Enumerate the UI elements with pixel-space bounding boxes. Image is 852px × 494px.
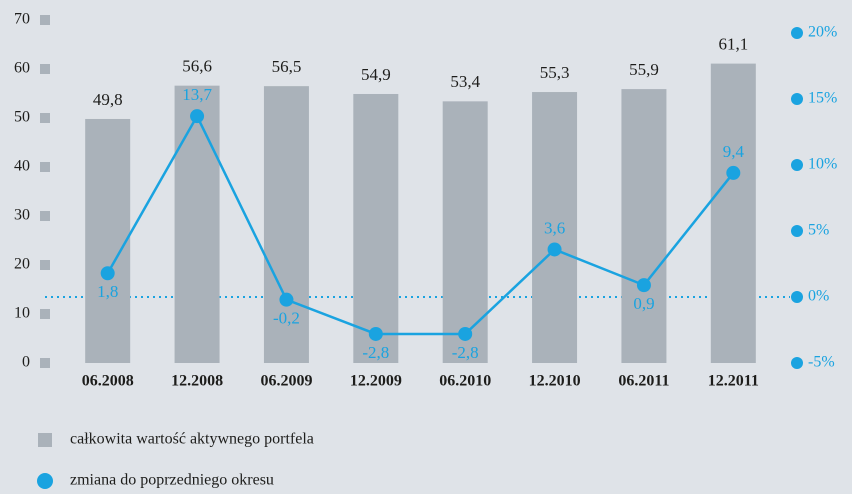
change-point [100,266,115,281]
bar-value-label: 54,9 [361,65,391,84]
bar-value-label: 49,8 [93,90,123,109]
bar [353,93,399,364]
y2-tick-label: 5% [808,222,829,239]
x-tick-label: 12.2010 [529,373,581,390]
change-point [636,278,651,293]
x-tick-label: 06.2011 [618,373,669,390]
y-tick-label: 40 [14,158,30,175]
y2-tick-mark [791,27,803,39]
y2-tick-label: 15% [808,90,837,107]
change-point [726,165,741,180]
y-tick-mark [40,211,50,221]
y-tick-mark [40,162,50,172]
y2-tick-mark [791,291,803,303]
y-tick-label: 30 [14,207,30,224]
y2-tick-mark [791,159,803,171]
change-value-label: 1,8 [97,282,118,301]
y-tick-label: 70 [14,11,30,28]
y-tick-mark [40,309,50,319]
bar-value-label: 53,4 [450,72,480,91]
y2-tick-label: 20% [808,24,837,41]
x-tick-label: 06.2009 [260,373,312,390]
bar [174,85,220,363]
y-tick-label: 50 [14,109,30,126]
y2-tick-label: -5% [808,354,835,371]
bar [442,101,488,363]
change-value-label: 3,6 [544,218,565,237]
bar [710,63,756,364]
x-tick-label: 12.2008 [171,373,223,390]
y2-tick-mark [791,225,803,237]
legend-swatch [37,473,53,489]
legend-swatch [38,433,52,447]
y2-tick-mark [791,93,803,105]
x-tick-label: 12.2011 [708,373,759,390]
change-value-label: -0,2 [273,309,300,328]
bar-value-label: 55,9 [629,60,659,79]
bar [85,118,131,363]
change-point [458,326,473,341]
y2-tick-label: 0% [808,288,829,305]
change-point [368,326,383,341]
bar-value-label: 56,5 [272,57,302,76]
change-point [279,292,294,307]
change-point [547,242,562,257]
x-tick-label: 06.2008 [82,373,134,390]
y-tick-mark [40,64,50,74]
y-tick-mark [40,113,50,123]
bar [263,86,309,364]
change-value-label: 9,4 [723,142,745,161]
change-value-label: -2,8 [362,343,389,362]
legend-label: zmiana do poprzedniego okresu [70,472,274,489]
y2-tick-label: 10% [808,156,837,173]
y-tick-label: 10 [14,305,30,322]
change-value-label: -2,8 [452,343,479,362]
change-line [106,113,735,336]
x-tick-label: 12.2009 [350,373,402,390]
bar-value-label: 55,3 [540,63,570,82]
y-tick-label: 20 [14,256,30,273]
bar [621,89,667,363]
change-value-label: 13,7 [182,85,212,104]
x-tick-label: 06.2010 [439,373,491,390]
bar-value-label: 61,1 [718,35,748,54]
y-tick-mark [40,15,50,25]
bar [532,92,578,363]
y-tick-mark [40,260,50,270]
legend-label: całkowita wartość aktywnego portfela [70,431,314,448]
y2-tick-mark [791,357,803,369]
y-tick-mark [40,358,50,368]
change-point [190,109,205,124]
y-tick-label: 0 [22,354,30,371]
change-value-label: 0,9 [633,294,654,313]
y-tick-label: 60 [14,60,30,77]
bar-value-label: 56,6 [182,57,212,76]
